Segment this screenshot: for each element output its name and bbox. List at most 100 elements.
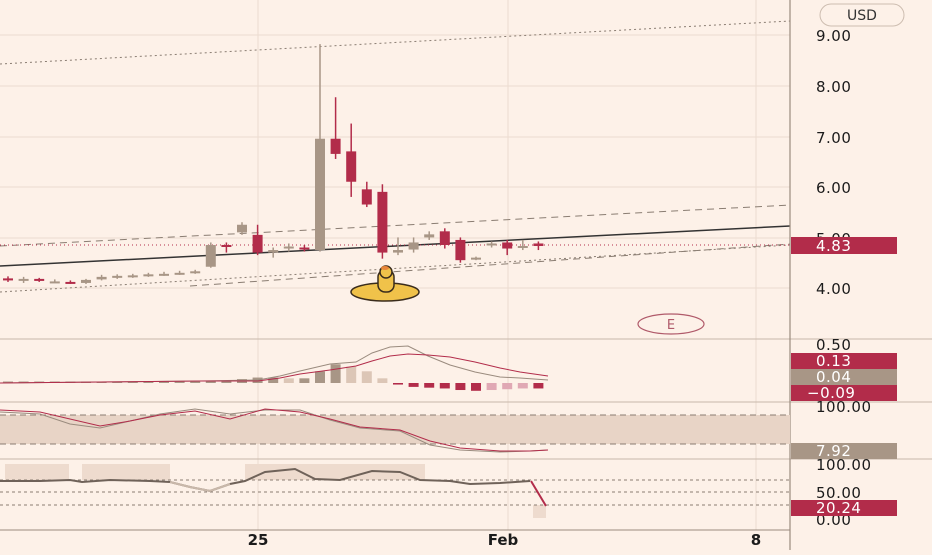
candle-body[interactable]: [34, 278, 45, 281]
macd-bar: [471, 383, 481, 391]
price-tick: 8.00: [816, 78, 851, 96]
event-marker-label: E: [667, 318, 675, 333]
candle-body[interactable]: [455, 239, 466, 261]
macd-bar: [533, 383, 544, 389]
candle-body[interactable]: [471, 257, 481, 260]
macd-bar: [424, 383, 435, 388]
price-axis[interactable]: 9.00 8.00 7.00 6.00 5.00 4.00: [816, 27, 851, 298]
osc2-tick: 100.00: [816, 456, 872, 474]
candle-body[interactable]: [221, 244, 232, 247]
osc1-line-b: [0, 408, 549, 452]
candle-body[interactable]: [315, 138, 325, 251]
osc2-light-line: [169, 481, 231, 493]
macd-bar: [221, 380, 232, 383]
macd-bar: [205, 381, 216, 383]
candle-body[interactable]: [143, 274, 154, 277]
osc2-shading: [5, 464, 546, 518]
candle-body[interactable]: [18, 278, 29, 281]
macd-bar: [486, 383, 497, 391]
candle-body[interactable]: [237, 224, 247, 233]
candle-body[interactable]: [377, 191, 388, 253]
dotted-lower-line[interactable]: [0, 244, 791, 293]
candle-body[interactable]: [330, 138, 341, 154]
macd-bar: [283, 378, 294, 383]
candle-body[interactable]: [346, 151, 357, 182]
dashed-lower-line[interactable]: [189, 243, 791, 287]
osc1-tick: 100.00: [816, 398, 872, 416]
candle-body[interactable]: [533, 243, 544, 247]
trend-line[interactable]: [0, 225, 791, 267]
macd-bar: [268, 377, 279, 383]
osc2-tag: 20.24: [791, 499, 897, 517]
macd-bar: [159, 381, 169, 383]
candle-body[interactable]: [424, 234, 435, 238]
macd-bar: [330, 364, 341, 383]
last-price-value: 4.83: [816, 237, 851, 255]
price-tick: 7.00: [816, 129, 851, 147]
macd-tags: 0.13 0.04 −0.09: [791, 352, 897, 402]
event-marker[interactable]: E: [637, 313, 705, 335]
macd-line: [0, 345, 549, 384]
osc1-tag: 7.92: [791, 442, 897, 460]
candle-body[interactable]: [3, 278, 13, 281]
candles-layer: [3, 44, 544, 284]
candle-body[interactable]: [96, 276, 107, 280]
macd-signal-line: [0, 353, 549, 384]
time-axis[interactable]: 25 Feb 8: [248, 531, 762, 549]
time-label: 8: [751, 531, 761, 549]
candle-body[interactable]: [112, 275, 123, 278]
macd-tag-value: −0.09: [807, 384, 855, 402]
osc1-tag-value: 7.92: [816, 442, 851, 460]
last-price-tag: 4.83: [791, 237, 897, 255]
osc2-line: [0, 467, 531, 493]
macd-bar: [174, 381, 185, 383]
candle-body[interactable]: [81, 279, 91, 283]
currency-button[interactable]: USD: [819, 3, 905, 27]
candle-body[interactable]: [486, 243, 497, 246]
candle-body[interactable]: [127, 275, 138, 278]
macd-tag-value: 0.13: [816, 352, 851, 370]
dashed-upper-line[interactable]: [0, 204, 791, 247]
time-label: Feb: [488, 531, 519, 549]
macd-bar: [127, 381, 138, 383]
osc2-drop-line: [530, 480, 547, 507]
upper-channel-line[interactable]: [0, 20, 791, 65]
duck-sticker-icon: [350, 265, 420, 302]
candle-body[interactable]: [159, 273, 169, 276]
candle-body[interactable]: [174, 272, 185, 275]
candle-body[interactable]: [268, 250, 279, 253]
price-tick: 6.00: [816, 179, 851, 197]
candle-body[interactable]: [361, 189, 372, 205]
macd-tag-value: 0.04: [816, 368, 851, 386]
macd-tick: 0.50: [816, 336, 851, 354]
time-label: 25: [248, 531, 269, 549]
macd-bar: [315, 371, 325, 383]
candle-body[interactable]: [517, 246, 528, 249]
candle-body[interactable]: [252, 234, 263, 253]
candle-body[interactable]: [408, 242, 419, 250]
macd-bar: [455, 383, 466, 391]
price-tick: 4.00: [816, 280, 851, 298]
candle-body[interactable]: [393, 250, 403, 253]
candle-body[interactable]: [283, 246, 294, 249]
macd-bar: [393, 383, 403, 385]
candle-body[interactable]: [49, 281, 60, 284]
pane-separators: [0, 338, 932, 460]
candle-body[interactable]: [299, 247, 310, 250]
macd-bar: [517, 383, 528, 389]
macd-bar: [408, 383, 419, 387]
osc2-tag-value: 20.24: [816, 499, 861, 517]
candle-body[interactable]: [439, 231, 450, 245]
macd-bar: [3, 381, 13, 383]
osc2-tick: 50.00: [816, 484, 861, 502]
candle-body[interactable]: [205, 244, 216, 267]
price-tick: 9.00: [816, 27, 851, 45]
macd-bar: [18, 381, 29, 383]
candle-body[interactable]: [190, 271, 201, 274]
macd-bar: [346, 366, 357, 383]
candle-body[interactable]: [502, 242, 513, 249]
currency-button-label: USD: [847, 8, 877, 24]
candle-body[interactable]: [65, 281, 76, 284]
